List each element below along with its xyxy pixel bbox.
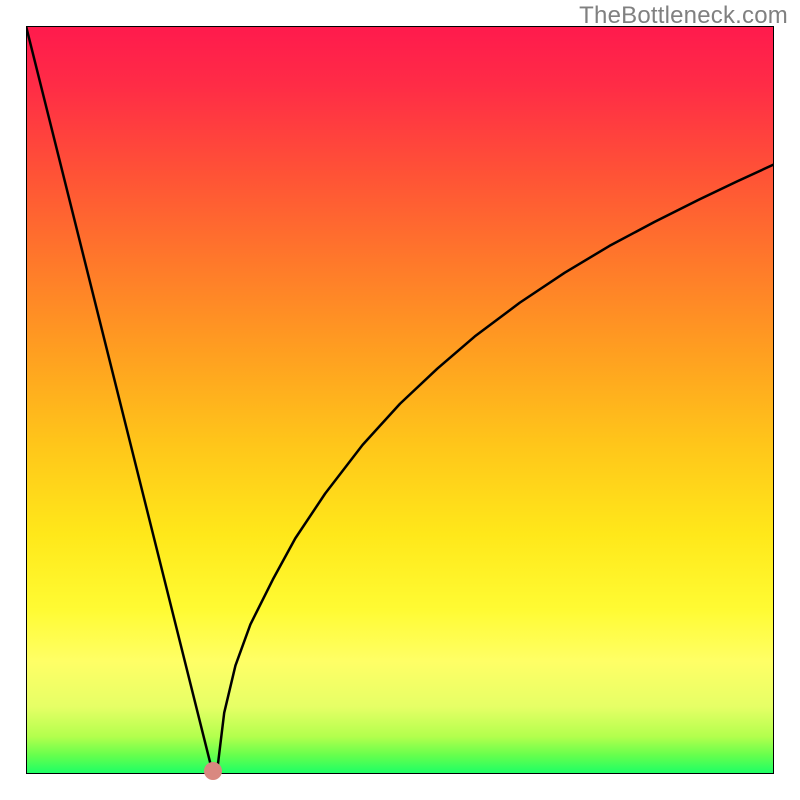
watermark-text: TheBottleneck.com — [579, 2, 788, 30]
minimum-marker — [204, 762, 222, 780]
gradient-background — [26, 26, 774, 774]
plot-svg — [26, 26, 774, 774]
chart-container: TheBottleneck.com — [0, 0, 800, 800]
plot-area — [26, 26, 774, 774]
